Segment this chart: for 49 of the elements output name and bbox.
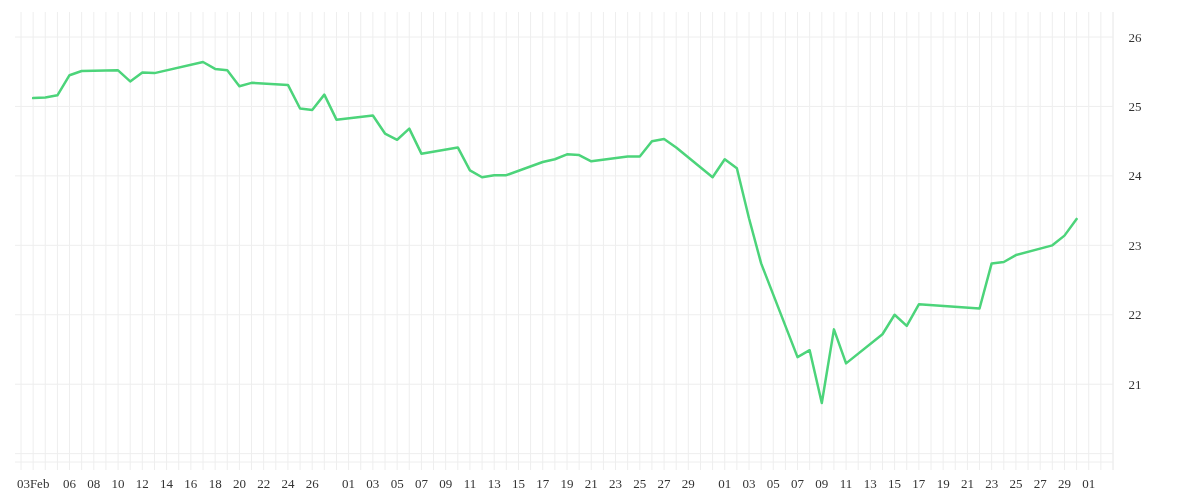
x-tick-label: 19 bbox=[560, 476, 574, 491]
x-tick-label: 16 bbox=[184, 476, 198, 491]
y-tick-label: 21 bbox=[1128, 376, 1142, 392]
x-tick-label: 05 bbox=[390, 476, 404, 491]
x-tick-label: 21 bbox=[584, 476, 598, 491]
x-tick-label: 12 bbox=[135, 476, 149, 491]
x-tick-label: 03Feb bbox=[16, 476, 50, 491]
x-tick-label: 20 bbox=[232, 476, 246, 491]
x-tick-label: 01 bbox=[342, 476, 356, 491]
x-tick-label: 29 bbox=[1057, 476, 1071, 491]
x-tick-label: 17 bbox=[536, 476, 550, 491]
x-tick-label: 07 bbox=[791, 476, 805, 491]
x-tick-label: 17 bbox=[912, 476, 926, 491]
x-tick-label: 13 bbox=[487, 476, 501, 491]
x-tick-label: 27 bbox=[1033, 476, 1048, 491]
x-tick-label: 15 bbox=[888, 476, 902, 491]
x-tick-label: 01 bbox=[718, 476, 732, 491]
x-tick-label: 11 bbox=[839, 476, 853, 491]
x-tick-label: 21 bbox=[960, 476, 974, 491]
x-tick-label: 25 bbox=[1009, 476, 1023, 491]
x-tick-label: 09 bbox=[815, 476, 829, 491]
y-tick-label: 25 bbox=[1128, 98, 1142, 114]
x-tick-label: 05 bbox=[766, 476, 780, 491]
x-tick-label: 27 bbox=[657, 476, 672, 491]
x-tick-label: 01 bbox=[1082, 476, 1096, 491]
x-tick-label: 09 bbox=[439, 476, 453, 491]
x-tick-label: 14 bbox=[160, 476, 174, 491]
y-tick-label: 22 bbox=[1128, 307, 1142, 323]
x-tick-label: 06 bbox=[63, 476, 77, 491]
x-tick-label: 11 bbox=[463, 476, 477, 491]
x-tick-label: 29 bbox=[681, 476, 695, 491]
x-tick-label: 08 bbox=[87, 476, 101, 491]
x-tick-label: 10 bbox=[111, 476, 125, 491]
x-tick-label: 23 bbox=[609, 476, 623, 491]
x-tick-label: 15 bbox=[511, 476, 525, 491]
y-tick-label: 23 bbox=[1128, 237, 1142, 253]
x-tick-label: 13 bbox=[863, 476, 877, 491]
x-tick-label: 19 bbox=[936, 476, 950, 491]
x-tick-label: 26 bbox=[305, 476, 320, 491]
x-tick-label: 03 bbox=[742, 476, 756, 491]
y-tick-label: 24 bbox=[1128, 168, 1142, 184]
x-tick-label: 22 bbox=[257, 476, 271, 491]
y-tick-label: 26 bbox=[1128, 29, 1142, 45]
x-tick-label: 24 bbox=[281, 476, 295, 491]
x-tick-label: 18 bbox=[208, 476, 222, 491]
x-tick-label: 23 bbox=[985, 476, 999, 491]
x-tick-label: 07 bbox=[414, 476, 429, 491]
x-tick-label: 03 bbox=[366, 476, 380, 491]
x-tick-label: 25 bbox=[633, 476, 647, 491]
